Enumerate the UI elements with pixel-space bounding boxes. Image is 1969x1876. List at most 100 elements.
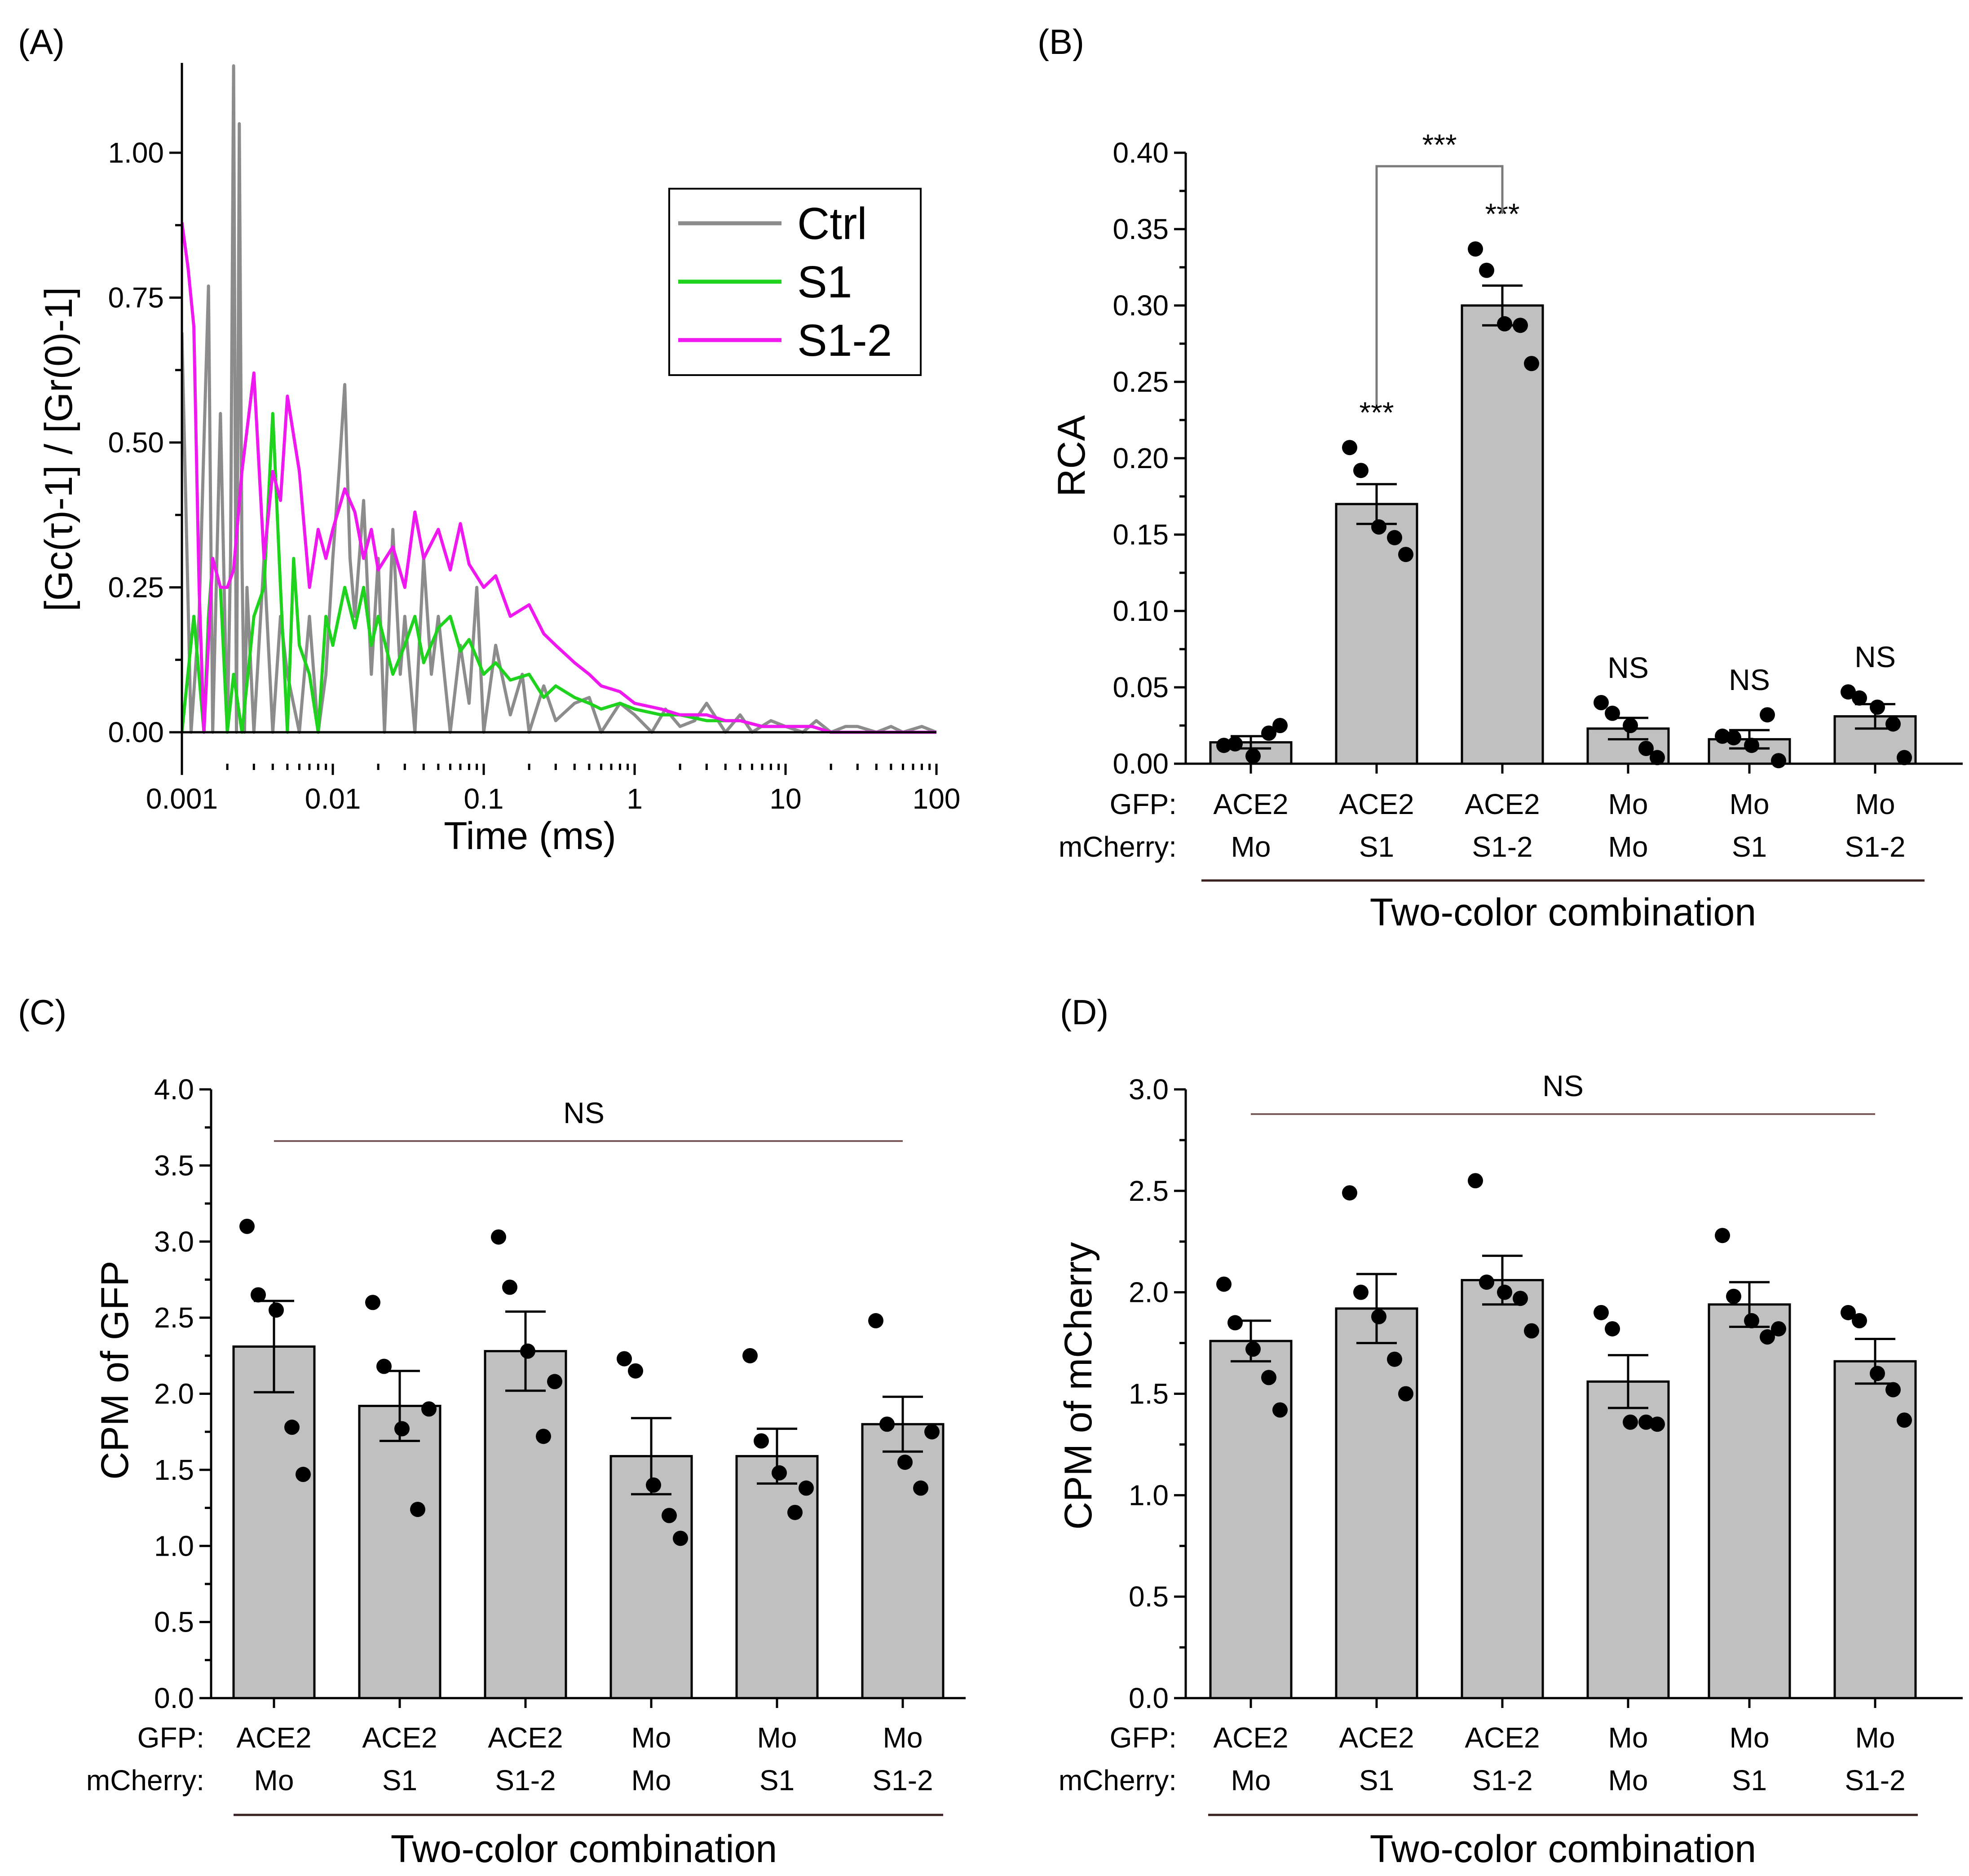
panel-d-data-point [1744,1313,1759,1328]
panel-c-category-gfp: Mo [757,1721,797,1754]
panel-b-category-gfp: Mo [1855,788,1895,820]
panel-c-plot: 0.0 0.5 1.0 1.5 2.0 2.5 3.0 3.5 4.0 ACE2 Mo ACE2 S1 A… [154,1073,966,1816]
panel-c-ytick-label: 3.0 [154,1226,194,1258]
panel-d-data-point [1760,1329,1775,1345]
panel-d-category-mcherry: Mo [1608,1764,1648,1796]
panel-b-data-point [1715,728,1730,744]
panel-d-ytick-label: 1.0 [1129,1479,1169,1511]
panel-c-data-point [787,1504,803,1520]
panel-d-category-gfp: Mo [1855,1721,1895,1754]
panel-d-data-point [1353,1284,1369,1300]
panel-d-category-gfp: ACE2 [1339,1721,1414,1754]
panel-c-category-mcherry: Mo [631,1764,671,1796]
panel-c-data-point [365,1295,380,1310]
panel-a-legend: Ctrl S1 S1-2 [668,188,922,376]
panel-c-data-point [491,1229,506,1245]
panel-c-ytick-label: 3.5 [154,1149,194,1181]
panel-b-category-mcherry: S1 [1732,831,1767,863]
panel-b-data-point [1497,316,1512,332]
panel-d-ytick-label: 0.0 [1129,1682,1169,1714]
panel-b-category-gfp: ACE2 [1465,788,1540,820]
panel-b-ytick-label: 0.15 [1113,518,1169,551]
panel-c-category-gfp: Mo [631,1721,671,1754]
panel-c-data-point [502,1279,517,1295]
panel-b-data-point [1353,463,1369,478]
panel-d-category-gfp: ACE2 [1465,1721,1540,1754]
panel-d-data-point [1524,1323,1539,1339]
panel-b-data-point [1726,730,1741,746]
panel-a-xtick-label: 1 [627,783,643,815]
panel-c-bar [232,1345,316,1699]
panel-c-category-mcherry: Mo [254,1764,294,1796]
panel-b-data-point [1387,530,1402,545]
panel-c-chart: CPM of GFP Two-color combination GFP: mC… [86,1073,966,1871]
panel-b-significance-label: NS [1607,651,1649,684]
panel-d-ytick-label: 2.0 [1129,1276,1169,1309]
panel-b-data-point [1524,356,1539,372]
panel-c-category-gfp: ACE2 [362,1721,437,1754]
panel-d-category-gfp: Mo [1730,1721,1770,1754]
panel-c-data-point [913,1480,928,1496]
series-line-ctrl [182,64,936,734]
panel-b-data-point [1398,547,1413,562]
panel-d-category-mcherry: S1-2 [1845,1764,1905,1796]
panel-d-xlabel: Two-color combination [1370,1827,1756,1871]
panel-c-ns-label: NS [563,1096,605,1129]
legend-label-ctrl: Ctrl [797,199,867,249]
panel-c-ylabel: CPM of GFP [93,1261,137,1479]
panel-a-ylabel: [Gc(τ)-1] / [Gr(0)-1] [37,287,80,611]
panel-d-ytick-label: 1.5 [1129,1378,1169,1410]
panel-c-data-point [799,1480,814,1496]
panel-b-comparison-bracket [1375,165,1504,405]
panel-b-ytick-label: 0.20 [1113,442,1169,474]
panel-c-data-point [617,1351,632,1367]
panel-b-ytick-label: 0.30 [1113,289,1169,322]
panel-d-data-point [1852,1313,1867,1328]
panel-d-data-point [1870,1366,1885,1381]
panel-d-data-point [1650,1416,1665,1432]
panel-d-bar [1708,1303,1791,1699]
panel-d-data-point [1715,1228,1730,1243]
panel-b-category-gfp: ACE2 [1213,788,1288,820]
panel-d-ns-label: NS [1542,1069,1584,1102]
panel-b-bar [1461,304,1544,765]
panel-c-data-point [879,1416,895,1432]
panel-b-data-point [1623,718,1638,733]
panel-a-xtick-label: 0.001 [146,783,218,815]
panel-c-data-point [284,1420,300,1435]
panel-b-data-point [1216,738,1232,753]
panel-a-xtick-label: 0.01 [305,783,361,815]
panel-c-ytick-label: 1.5 [154,1454,194,1486]
panel-c-category-gfp: Mo [883,1721,923,1754]
panel-b-ytick-label: 0.35 [1113,213,1169,245]
panel-d-category-mcherry: S1 [1732,1764,1767,1796]
panel-d-bar [1586,1380,1670,1699]
panel-b-data-point [1771,753,1786,769]
panel-c-data-point [772,1465,787,1481]
panel-d-bar [1461,1279,1544,1699]
legend-label-s1: S1 [797,257,852,307]
panel-d-category-mcherry: Mo [1231,1764,1271,1796]
panel-c-data-point [296,1467,311,1482]
panel-d-data-point [1605,1321,1620,1336]
panel-a-ytick-label: 0.50 [108,426,164,459]
panel-label-d: (D) [1060,992,1108,1032]
panel-label-b: (B) [1037,22,1084,62]
panel-label-a: (A) [18,22,65,62]
panel-b-data-point [1638,741,1654,756]
panel-b-category-mcherry: S1-2 [1472,831,1532,863]
panel-c-category-mcherry: S1 [382,1764,417,1796]
panel-b-bar [1335,503,1418,765]
panel-d-data-point [1885,1382,1901,1398]
panel-b-plot: 0.00 0.05 0.10 0.15 0.20 0.25 0.30 0.35 0.40 ACE2… [1113,128,1963,882]
panel-d-data-point [1841,1305,1856,1320]
panel-c-row-label-mcherry: mCherry: [86,1764,204,1796]
panel-c-data-point [520,1343,535,1359]
panel-d-data-point [1398,1386,1413,1402]
series-line-s1 [182,412,936,734]
panel-b-category-gfp: Mo [1608,788,1648,820]
panel-b-comparison-label: *** [1422,128,1457,161]
panel-d-data-point [1245,1341,1261,1357]
panel-a-xtick-label: 0.1 [464,783,504,815]
